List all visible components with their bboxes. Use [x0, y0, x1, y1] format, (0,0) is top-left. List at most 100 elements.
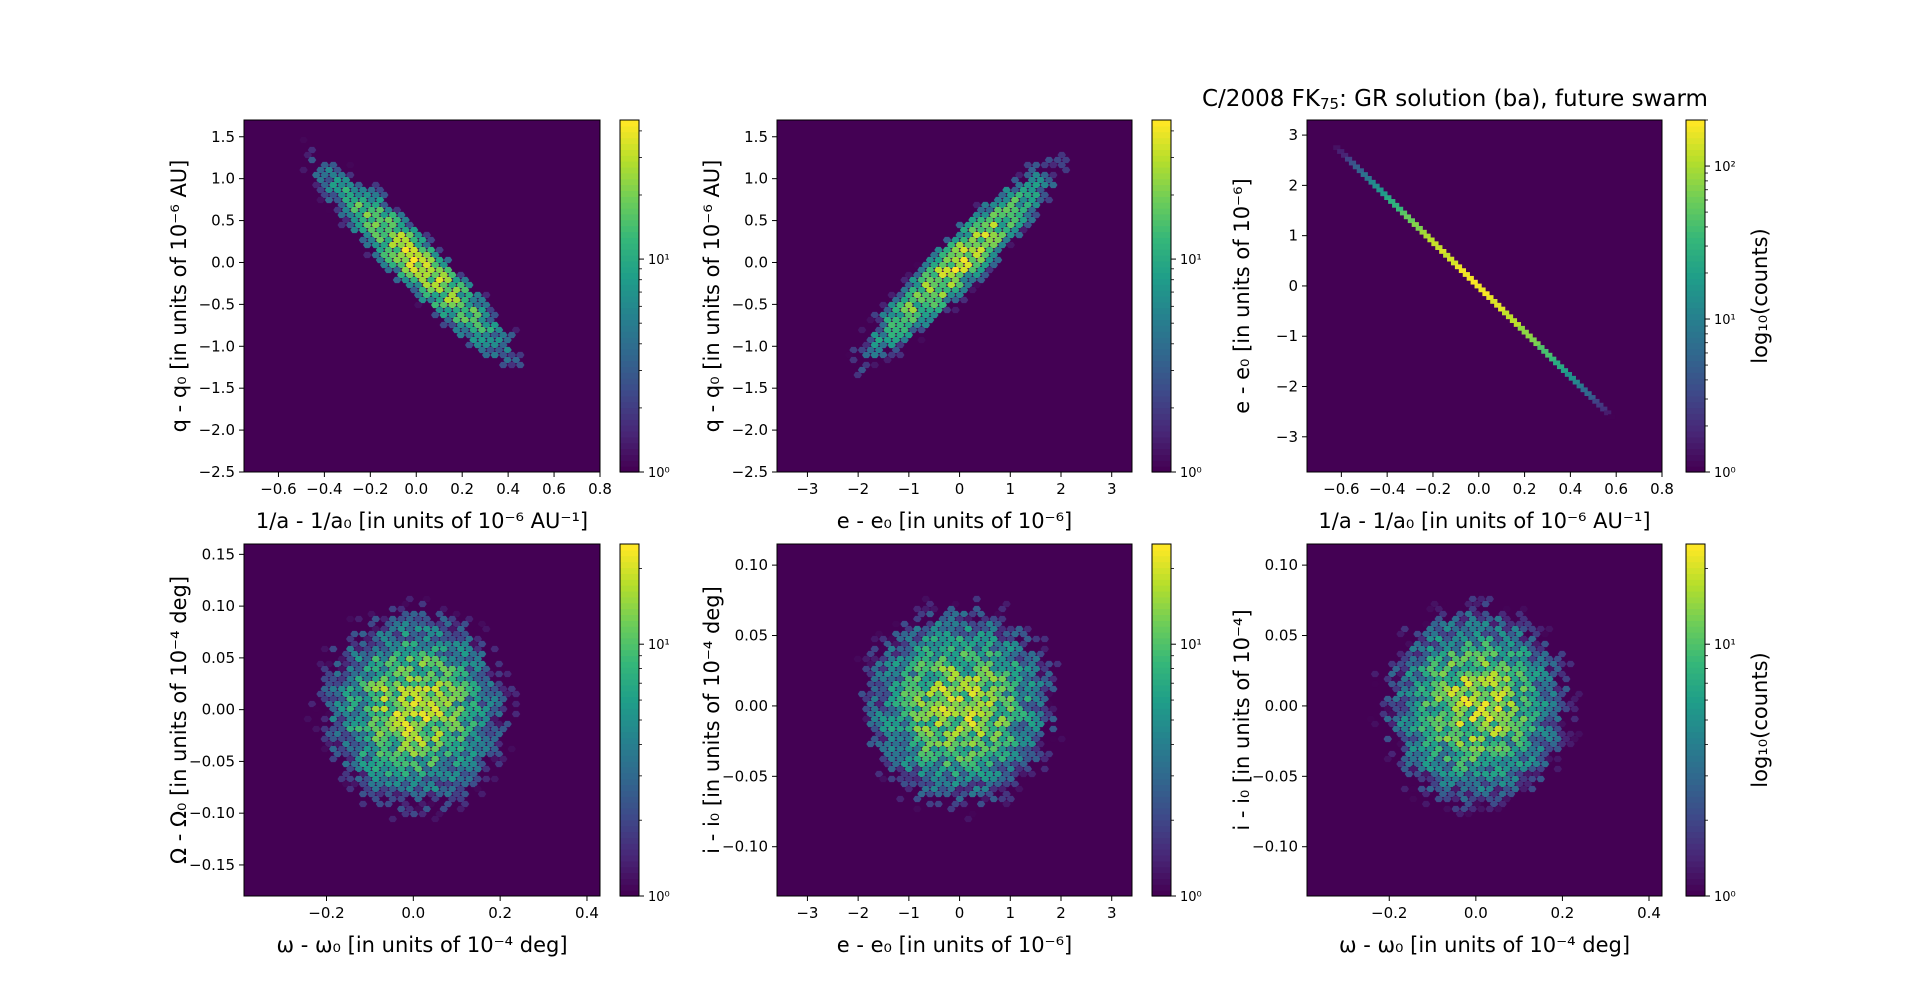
hexbin-cell [1015, 221, 1024, 229]
colorbar-segment [1686, 272, 1705, 279]
hexbin-cell [934, 256, 943, 264]
hexbin-cell [972, 665, 981, 673]
hexbin-cell [921, 291, 930, 299]
hexbin-cell [917, 286, 926, 294]
hexbin-cell [972, 735, 981, 743]
hexbin-cell [913, 645, 922, 653]
colorbar-segment [1152, 755, 1171, 762]
hexbin-cell [324, 690, 334, 698]
hexbin-cell [1002, 690, 1011, 698]
hexbin-cell [473, 301, 482, 309]
hexbin-cell [951, 660, 960, 668]
hexbin-cell [341, 700, 351, 708]
hexbin-cell [857, 326, 867, 334]
hexbin-cell [1540, 660, 1550, 668]
hexbin-cell [1415, 225, 1423, 231]
hexbin-cell [350, 750, 359, 758]
hexbin-cell [422, 645, 431, 653]
hexbin-cell [1027, 660, 1037, 668]
hexbin-cell [452, 620, 461, 628]
y-axis-label: i - i₀ [in units of 10⁻⁴] [1230, 609, 1254, 830]
hexbin-cell [989, 715, 998, 723]
hexbin-cell [900, 700, 909, 708]
hexbin-cell [993, 780, 1003, 788]
hexbin-cell [1549, 720, 1558, 728]
hexbin-cell [1528, 685, 1537, 693]
hexbin-cell [896, 755, 905, 763]
hexbin-cell [337, 725, 346, 733]
hexbin-cell [1540, 650, 1550, 658]
hexbin-cell [989, 635, 998, 643]
hexbin-cell [397, 231, 406, 239]
hexbin-cell [384, 226, 393, 234]
colorbar-segment [1686, 395, 1705, 403]
hexbin-cell [904, 675, 913, 683]
hexbin-cell [1430, 640, 1439, 648]
hexbin-cell [959, 286, 969, 294]
hexbin-cell [904, 331, 913, 339]
hexbin-cell [989, 231, 998, 239]
hexbin-cell [329, 705, 338, 713]
hexbin-cell [409, 710, 419, 718]
hexbin-cell [921, 281, 930, 289]
colorbar-segment [1152, 413, 1171, 420]
hexbin-cell [384, 740, 393, 748]
colorbar-segment [1686, 766, 1705, 774]
hexbin-cell [1481, 670, 1490, 678]
hexbin-cell [405, 271, 414, 279]
colorbar-segment [1686, 249, 1705, 256]
hexbin-cell [443, 780, 453, 788]
hexbin-cell [887, 725, 896, 733]
hexbin-cell [1392, 695, 1401, 703]
hexbin-cell [1570, 695, 1579, 703]
hexbin-cell [1515, 710, 1524, 718]
hexbin-cell [1404, 680, 1414, 688]
hexbin-cell [1348, 160, 1357, 166]
hexbin-cell [1532, 750, 1541, 758]
hexbin-cell [862, 655, 871, 663]
hexbin-cells [1366, 595, 1584, 818]
hexbin-cell [1027, 690, 1037, 698]
colorbar-segment [620, 690, 639, 698]
colorbar-segment [1686, 378, 1705, 385]
hexbin-cell [917, 266, 926, 274]
hexbin-cell [443, 266, 453, 274]
hexbin-cell [341, 186, 351, 194]
hexbin-cell [934, 630, 943, 638]
hexbin-cell [1528, 755, 1537, 763]
hexbin-cell [1006, 755, 1015, 763]
hexbin-cell [490, 645, 499, 653]
hexbin-cell [1023, 665, 1032, 673]
hexbin-cell [1572, 379, 1580, 385]
hexbin-cell [418, 246, 427, 254]
hexbin-cell [993, 630, 1003, 638]
hexbin-cell [1413, 660, 1422, 668]
colorbar-segment [620, 184, 639, 191]
hexbin-cell [887, 755, 896, 763]
hexbin-cell [494, 720, 504, 728]
hexbin-cell [1464, 740, 1473, 748]
hexbin-cell [1549, 730, 1558, 738]
hexbin-cell [1481, 700, 1490, 708]
hexbin-cell [900, 720, 909, 728]
hexbin-cell [354, 675, 363, 683]
hexbin-cell [1426, 745, 1435, 753]
hexbin-cell [998, 231, 1007, 239]
hexbin-cell [1523, 780, 1533, 788]
hexbin-cell [414, 291, 423, 299]
colorbar-segment [1686, 466, 1705, 473]
hexbin-cell [972, 241, 981, 249]
hexbin-cell [998, 241, 1007, 249]
colorbar-segment [1152, 342, 1171, 350]
hexbin-cell [431, 311, 440, 319]
hexbin-cell [452, 780, 461, 788]
hexbin-cell [431, 795, 440, 803]
hexbin-cell [1477, 695, 1486, 703]
hexbin-cell [426, 266, 436, 274]
hexbin-cell [955, 755, 964, 763]
hexbin-cell [1430, 630, 1439, 638]
hexbin-cell [1545, 735, 1554, 743]
hexbin-cell [896, 695, 905, 703]
hexbin-cell [354, 735, 363, 743]
hexbin-cell [921, 605, 930, 613]
